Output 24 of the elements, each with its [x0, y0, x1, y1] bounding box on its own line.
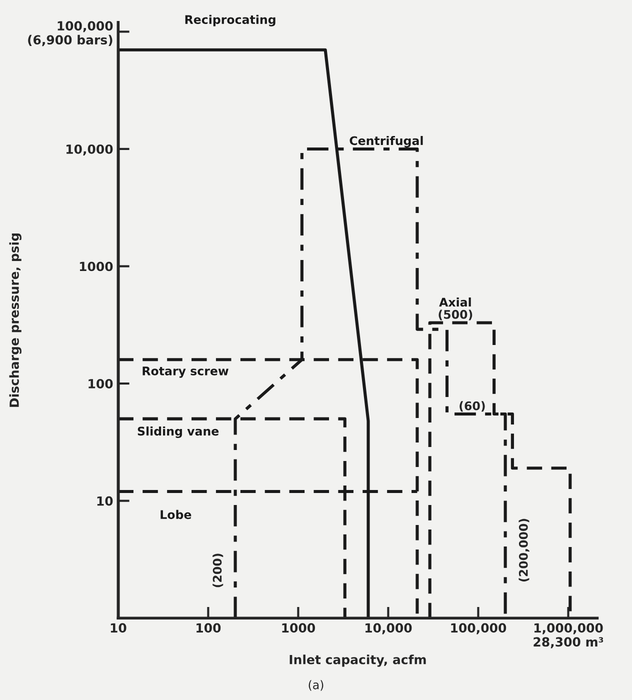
series-label: Axial [439, 298, 471, 307]
series-label: Reciprocating [185, 14, 276, 26]
x-tick-label: 100,000 [451, 623, 506, 634]
series-label: Sliding vane [138, 426, 219, 438]
x-axis-title: Inlet capacity, acfm [290, 654, 426, 667]
annotation: (500) [438, 310, 472, 320]
series-label: Lobe [160, 510, 192, 520]
annotation: (200,000) [518, 518, 530, 582]
annotation: (200) [212, 554, 224, 588]
y-tick-label: 10,000 [66, 144, 113, 156]
y-tick-label: 100 [88, 379, 113, 388]
x-tick-label: 100 [196, 623, 221, 633]
x-tick-label: 10,000 [366, 623, 412, 634]
x-tick-label: 10 [110, 623, 126, 633]
y-tick-label: 10 [97, 496, 113, 506]
y-tick-label: 1000 [80, 262, 113, 272]
annotation: (60) [460, 401, 485, 412]
series-label: Rotary screw [142, 366, 228, 378]
series-label: Centrifugal [350, 136, 423, 148]
x-tick-label: 1000 [282, 623, 316, 633]
text: (a) [308, 680, 324, 691]
y-tick-label: 100,000 (6,900 bars) [28, 21, 113, 46]
x-tick-label: 1,000,000 28,300 m³ [534, 623, 604, 648]
y-axis-title: Discharge pressure, psig [9, 234, 22, 407]
